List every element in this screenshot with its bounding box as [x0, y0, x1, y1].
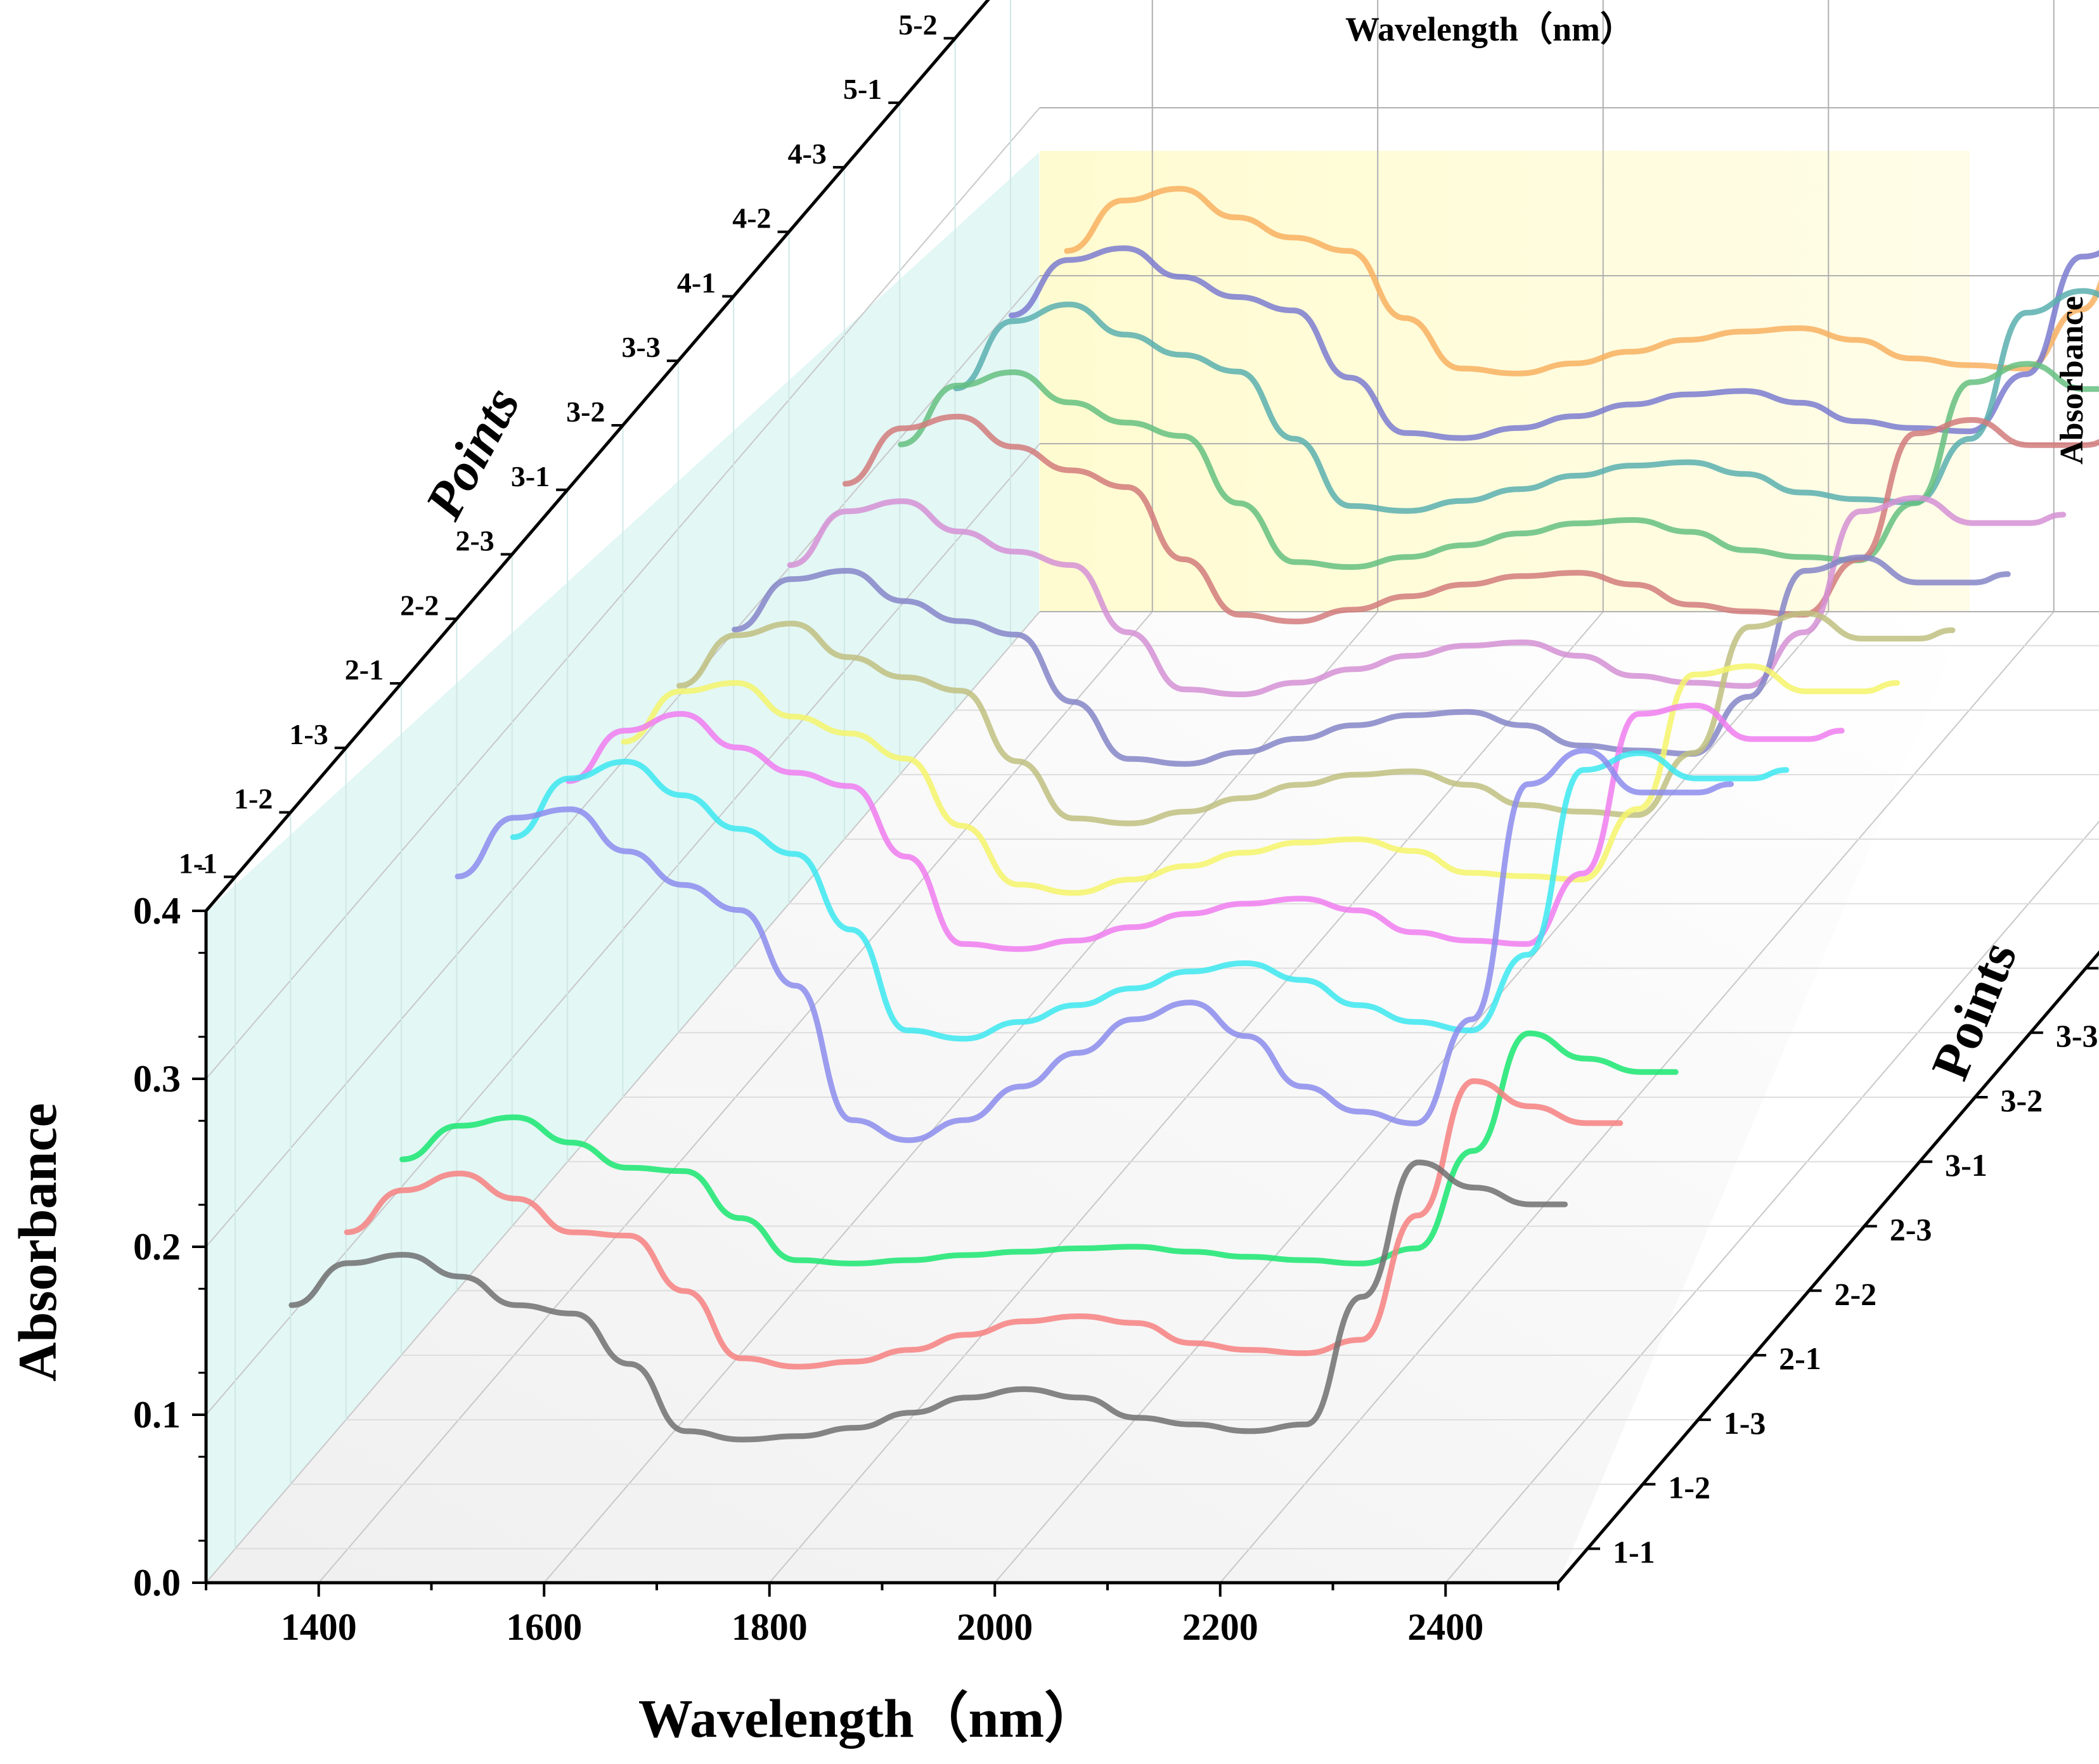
series-line-3-2 — [676, 610, 1956, 827]
points-tick-label-left: 2-2 — [400, 589, 439, 621]
points-tick-label-left: 1-3 — [289, 718, 328, 750]
points-tick-label-left: 4-1 — [677, 266, 716, 299]
points-tick-label-left: 3-3 — [622, 331, 661, 363]
points-tick-label-left: 1-2 — [234, 783, 273, 815]
points-tick-label-left: 4-3 — [788, 138, 827, 170]
series-line-1-3 — [399, 1030, 1679, 1266]
points-tick-label-right: 1-1 — [1613, 1534, 1655, 1569]
x-tick-label: 2400 — [1407, 1606, 1483, 1648]
points-tick-label-left: 2-3 — [455, 525, 494, 557]
right-y-axis-title: Absorbance — [2054, 296, 2090, 465]
points-tick-label-left: 3-2 — [566, 396, 605, 428]
series-line-3-3 — [732, 554, 2011, 767]
x-tick-label: 2200 — [1182, 1606, 1258, 1648]
points-tick-label-left: 1-1 — [179, 847, 217, 879]
series-line-4-3 — [898, 361, 2099, 570]
points-tick-label-left: 3-1 — [511, 460, 550, 493]
points-axis-title-left: Points — [414, 378, 532, 529]
series-line-2-3 — [565, 702, 1845, 952]
axes-layer — [192, 0, 2099, 1597]
series-line-3-1 — [621, 663, 1901, 896]
series-line-4-1 — [787, 495, 2067, 697]
points-tick-label-right: 1-2 — [1668, 1470, 1710, 1505]
y-tick-label: 0.3 — [133, 1058, 181, 1100]
points-tick-label-right: 2-1 — [1779, 1341, 1821, 1376]
back-wall-pane — [1040, 151, 1970, 612]
series-layer — [288, 186, 2099, 1443]
points-tick-label-right: 3-2 — [2001, 1083, 2043, 1118]
x-tick-label: 2000 — [957, 1606, 1033, 1648]
series-line-1-1 — [288, 1159, 1568, 1443]
series-line-5-1 — [953, 288, 2099, 514]
x-axis-title: Wavelength（nm） — [638, 1688, 1099, 1749]
series-line-5-3 — [1064, 186, 2099, 377]
points-tick-label-right: 3-3 — [2056, 1018, 2098, 1053]
points-tick-label-right: 2-3 — [1890, 1212, 1932, 1247]
y-tick-label: 0.1 — [133, 1394, 181, 1436]
points-tick-label-right: 1-3 — [1724, 1405, 1766, 1441]
top-x-axis-title: Wavelength（nm） — [1345, 10, 1634, 48]
points-tick-label-left: 5-2 — [898, 8, 937, 41]
points-tick-label-right: 2-2 — [1834, 1276, 1876, 1311]
series-line-4-2 — [842, 413, 2099, 624]
series-line-5-2 — [1009, 245, 2099, 441]
y-tick-label: 0.4 — [133, 890, 181, 932]
y-tick-label: 0.0 — [133, 1562, 181, 1604]
series-line-2-1 — [455, 747, 1734, 1143]
x-tick-label: 1600 — [506, 1606, 582, 1648]
points-tick-label-right: 3-1 — [1945, 1147, 1987, 1183]
y-tick-label: 0.2 — [133, 1226, 181, 1268]
x-tick-label: 1400 — [281, 1606, 357, 1648]
labels-layer: 1400 1600 1800 2000 2200 2400 0.0 0.1 0.2 0.3 0.4 1… — [133, 8, 2098, 1648]
x-tick-label: 1800 — [732, 1606, 808, 1648]
y-axis-title: Absorbance — [7, 1103, 68, 1382]
points-tick-label-left: 2-1 — [345, 653, 384, 686]
series-line-1-2 — [344, 1078, 1624, 1370]
points-tick-label-left: 4-2 — [732, 202, 771, 235]
series-line-2-2 — [510, 750, 1790, 1042]
points-tick-label-left: 5-1 — [843, 73, 882, 105]
